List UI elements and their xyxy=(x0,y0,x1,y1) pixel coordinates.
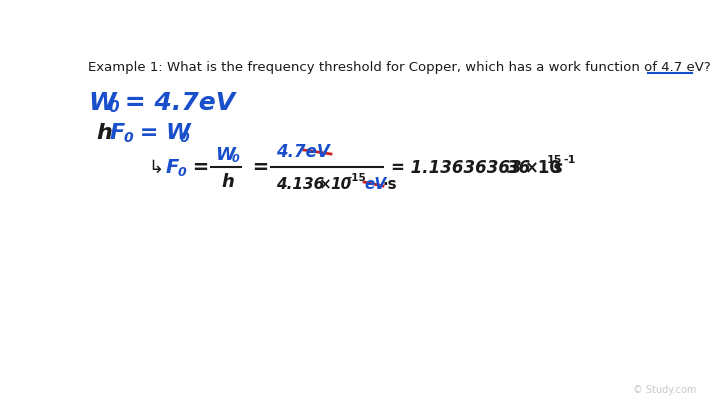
Text: 10: 10 xyxy=(330,177,351,192)
Text: eV: eV xyxy=(364,177,386,192)
Text: W: W xyxy=(88,91,116,115)
Text: = 4.7eV: = 4.7eV xyxy=(116,91,235,115)
Text: = W: = W xyxy=(132,123,191,143)
Text: ×: × xyxy=(318,177,331,192)
Text: ·s: ·s xyxy=(382,177,397,192)
Text: F: F xyxy=(166,158,179,177)
Text: 0: 0 xyxy=(178,166,187,179)
Text: h: h xyxy=(96,123,112,143)
Text: h: h xyxy=(221,172,234,190)
Text: F: F xyxy=(110,123,125,143)
Text: =: = xyxy=(186,158,209,177)
Text: © Study.com: © Study.com xyxy=(633,384,696,394)
Text: =: = xyxy=(246,158,270,177)
Text: 4.136: 4.136 xyxy=(276,177,324,192)
Text: Example 1: What is the frequency threshold for Copper, which has a work function: Example 1: What is the frequency thresho… xyxy=(88,61,711,74)
Text: 0: 0 xyxy=(232,154,240,164)
Text: 4.7eV: 4.7eV xyxy=(276,143,330,160)
Text: 0: 0 xyxy=(179,131,189,145)
Text: = 1.13636363: = 1.13636363 xyxy=(391,159,522,176)
Text: ↳: ↳ xyxy=(148,159,163,176)
Text: -15: -15 xyxy=(348,172,367,182)
Text: -1: -1 xyxy=(563,155,576,164)
Text: W: W xyxy=(215,146,235,164)
Text: 15: 15 xyxy=(547,155,563,164)
Text: 36: 36 xyxy=(507,159,531,176)
Text: 0: 0 xyxy=(108,99,119,114)
Text: s: s xyxy=(553,159,563,176)
Text: ×10: ×10 xyxy=(525,159,562,176)
Text: 0: 0 xyxy=(123,131,132,145)
